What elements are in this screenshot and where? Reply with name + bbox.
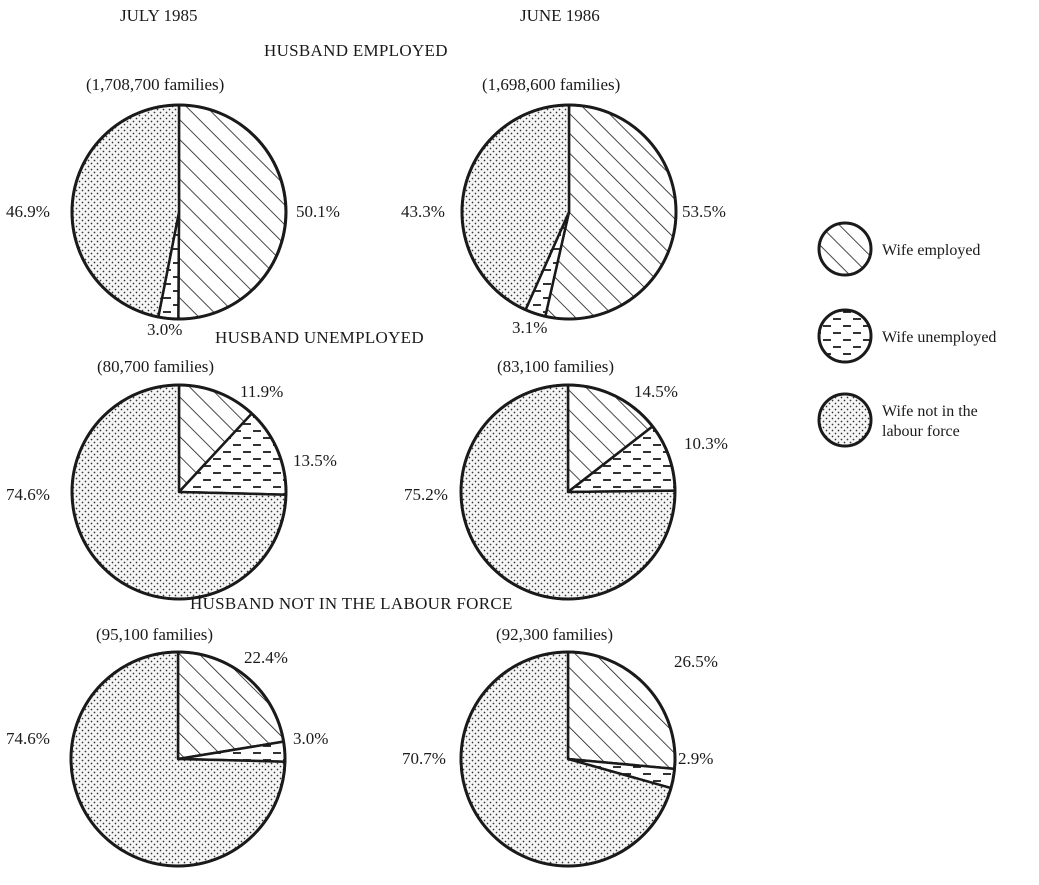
pie-husband-unemployed-june-1986 (459, 383, 677, 601)
families-label: (80,700 families) (97, 357, 214, 376)
families-label: (1,708,700 families) (86, 75, 224, 94)
slice-wife-not-in-labour-force (70, 103, 181, 319)
slice-label: 74.6% (6, 485, 50, 504)
families-label: (1,698,600 families) (482, 75, 620, 94)
slice-label: 11.9% (240, 382, 283, 401)
families-label: (95,100 families) (96, 625, 213, 644)
legend-item-wife-unemployed: Wife unemployed (817, 308, 996, 364)
slice-label: 3.0% (293, 729, 328, 748)
slice-label: 14.5% (634, 382, 678, 401)
families-label: (83,100 families) (497, 357, 614, 376)
slice-label: 26.5% (674, 652, 718, 671)
slice-label: 43.3% (401, 202, 445, 221)
section-title-husband-not-in-labour-force: HUSBAND NOT IN THE LABOUR FORCE (190, 594, 513, 613)
slice-label: 53.5% (682, 202, 726, 221)
slice-label: 3.0% (147, 320, 182, 339)
pie-outline (70, 103, 288, 321)
slice-label: 22.4% (244, 648, 288, 667)
pie-husband-not-in-labour-force-june-1986 (459, 650, 677, 868)
families-label: (92,300 families) (496, 625, 613, 644)
slice-wife-employed (177, 103, 287, 321)
section-title-husband-unemployed: HUSBAND UNEMPLOYED (215, 328, 424, 347)
pie-outline (70, 383, 288, 601)
legend-label: labour force (882, 423, 960, 440)
legend-item-wife-employed: Wife employed (817, 221, 980, 277)
slice-label: 2.9% (678, 749, 713, 768)
legend-label: Wife not in the (882, 403, 978, 420)
legend-swatch-dots (817, 392, 873, 448)
pie-husband-employed-june-1986 (460, 103, 678, 321)
legend: Wife employed Wife unemployed Wife not i… (817, 221, 996, 448)
column-header-july-1985: JULY 1985 (120, 6, 197, 25)
legend-label: Wife employed (882, 242, 980, 259)
slice-label: 3.1% (512, 318, 547, 337)
slice-label: 74.6% (6, 729, 50, 748)
legend-label: Wife unemployed (882, 329, 996, 346)
slice-label: 50.1% (296, 202, 340, 221)
slice-label: 75.2% (404, 485, 448, 504)
pie-husband-not-in-labour-force-july-1985 (69, 650, 287, 868)
slice-wife-employed (566, 650, 677, 771)
legend-swatch-dashes (817, 308, 873, 364)
slice-label: 46.9% (6, 202, 50, 221)
pie-husband-employed-july-1985 (70, 103, 288, 321)
slice-label: 70.7% (402, 749, 446, 768)
pie-outline (69, 650, 287, 868)
pie-outline (459, 650, 677, 868)
pie-outline (460, 103, 678, 321)
slice-label: 10.3% (684, 434, 728, 453)
pie-husband-unemployed-july-1985 (70, 383, 288, 601)
section-title-husband-employed: HUSBAND EMPLOYED (264, 41, 448, 60)
column-header-june-1986: JUNE 1986 (520, 6, 600, 25)
legend-item-wife-not-in-labour-force: Wife not in the labour force (817, 392, 978, 448)
pie-outline (459, 383, 677, 601)
legend-swatch-diagonal-hatch (817, 221, 873, 277)
slice-label: 13.5% (293, 451, 337, 470)
